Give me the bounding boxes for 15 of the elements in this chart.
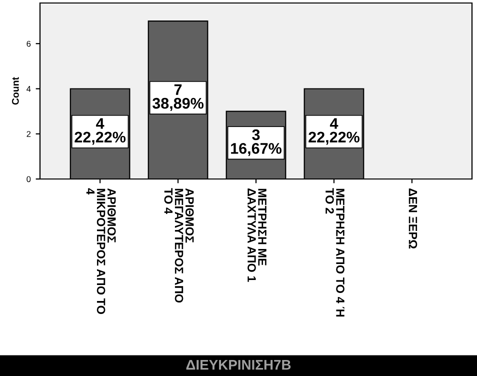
data-label: 4 22,22% <box>74 118 126 145</box>
x-tick-label: ΑΡΙΘΜΟΣ ΜΕΓΑΛΥΤΕΡΟΣ ΑΠΟ ΤΟ 4 <box>164 188 194 303</box>
x-axis-title: ΔΙΕΥΚΡΙΝΙΣΗ7Β <box>186 360 291 370</box>
x-tick-label: ΜΕΤΡΗΣΗ ΜΕ ΔΑΧΤΥΛΑ ΑΠΟ 1 <box>248 188 266 282</box>
data-label: 3 16,67% <box>231 129 282 156</box>
y-axis-title: Count <box>12 77 19 105</box>
y-tick-label: 0 <box>26 176 31 182</box>
y-tick-label: 4 <box>26 86 31 92</box>
x-tick-label: ΜΕΤΡΗΣΗ ΑΠΟ ΤΟ 4 Ή ΤΟ 2 <box>326 188 344 317</box>
y-tick-label: 6 <box>26 40 31 47</box>
y-tick-label: 2 <box>26 131 31 137</box>
x-tick-label: ΑΡΙΘΜΟΣ ΜΙΚΡΟΤΕΡΟΣ ΑΠΟ ΤΟ 4 <box>86 188 116 314</box>
data-label: 4 22,22% <box>308 118 360 145</box>
data-label: 7 38,89% <box>152 84 204 111</box>
x-tick-label: ΔΕΝ ΞΕΡΩ <box>408 188 418 249</box>
